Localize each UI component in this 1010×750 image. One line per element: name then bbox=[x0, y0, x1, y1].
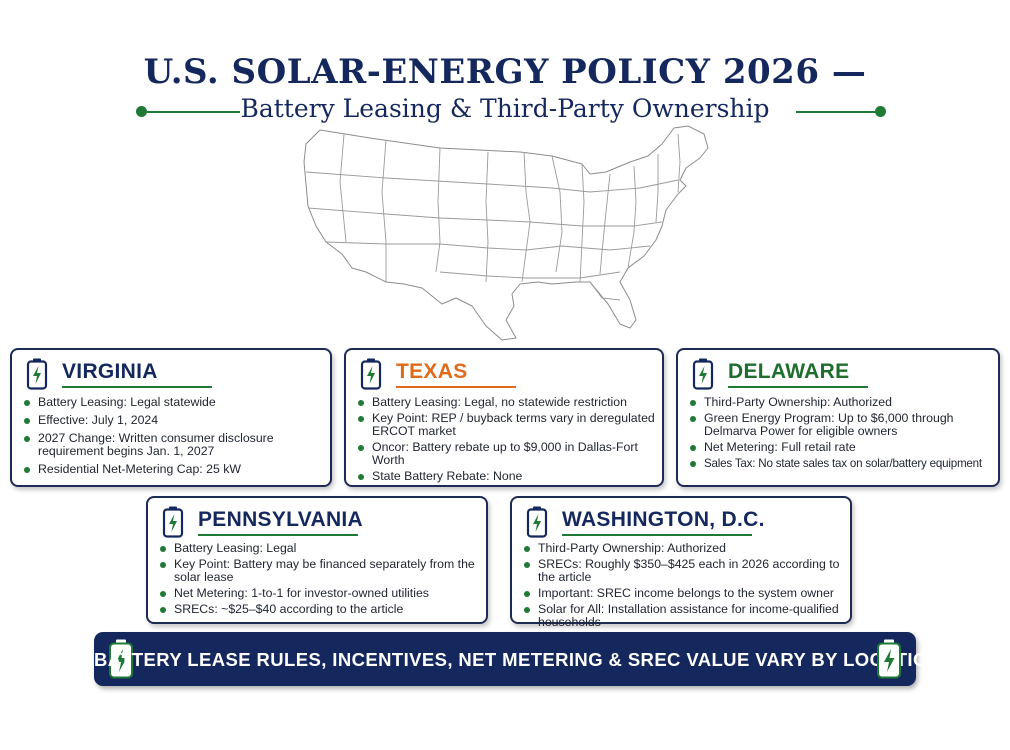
title-underline bbox=[562, 534, 752, 536]
list-item: Oncor: Battery rebate up to $9,000 in Da… bbox=[358, 441, 656, 467]
list-item: Effective: July 1, 2024 bbox=[24, 414, 324, 427]
title-underline bbox=[198, 534, 358, 536]
footer-text: BATTERY LEASE RULES, INCENTIVES, NET MET… bbox=[94, 649, 948, 670]
page-title: U.S. SOLAR-ENERGY POLICY 2026 — bbox=[143, 52, 867, 92]
card-title-pennsylvania: PENNSYLVANIA bbox=[198, 508, 364, 531]
subtitle-row: Battery Leasing & Third-Party Ownership bbox=[0, 94, 1010, 130]
list-item: Third-Party Ownership: Authorized bbox=[690, 396, 992, 409]
list-item: Net Metering: 1-to-1 for investor-owned … bbox=[160, 587, 480, 600]
battery-bolt-icon bbox=[692, 358, 714, 390]
battery-bolt-icon bbox=[360, 358, 382, 390]
rule-right bbox=[796, 111, 880, 113]
card-title-delaware: DELAWARE bbox=[728, 360, 850, 383]
list-item: SRECs: Roughly $350–$425 each in 2026 ac… bbox=[524, 558, 844, 584]
list-item: State Battery Rebate: None bbox=[358, 470, 656, 483]
list-item: Important: SREC income belongs to the sy… bbox=[524, 587, 844, 600]
battery-bolt-icon bbox=[526, 506, 548, 538]
state-card-pennsylvania: PENNSYLVANIA Battery Leasing: Legal Key … bbox=[146, 496, 488, 624]
list-item: 2027 Change: Written consumer disclosure… bbox=[24, 432, 324, 458]
list-item: Net Metering: Full retail rate bbox=[690, 441, 992, 454]
title-underline bbox=[62, 386, 212, 388]
us-map-icon bbox=[290, 122, 730, 344]
battery-bolt-icon bbox=[26, 358, 48, 390]
page-subtitle: Battery Leasing & Third-Party Ownership bbox=[240, 94, 770, 123]
card-title-texas: TEXAS bbox=[396, 360, 468, 383]
battery-bolt-icon bbox=[162, 506, 184, 538]
rule-dot-left bbox=[136, 106, 147, 117]
card-title-virginia: VIRGINIA bbox=[62, 360, 158, 383]
list-item: Solar for All: Installation assistance f… bbox=[524, 603, 844, 629]
state-card-delaware: DELAWARE Third-Party Ownership: Authoriz… bbox=[676, 348, 1000, 487]
footer-banner: BATTERY LEASE RULES, INCENTIVES, NET MET… bbox=[94, 632, 948, 686]
battery-bolt-icon bbox=[877, 639, 901, 679]
state-card-texas: TEXAS Battery Leasing: Legal, no statewi… bbox=[344, 348, 664, 487]
list-item: SRECs: ~$25–$40 according to the article bbox=[160, 603, 480, 616]
list-item: Battery Leasing: Legal, no statewide res… bbox=[358, 396, 656, 409]
state-card-virginia: VIRGINIA Battery Leasing: Legal statewid… bbox=[10, 348, 332, 487]
list-item: Third-Party Ownership: Authorized bbox=[524, 542, 844, 555]
rule-left bbox=[142, 111, 240, 113]
rule-dot-right bbox=[875, 106, 886, 117]
list-item: Green Energy Program: Up to $6,000 throu… bbox=[690, 412, 992, 438]
card-title-dc: WASHINGTON, D.C. bbox=[562, 508, 765, 531]
list-item: Residential Net-Metering Cap: 25 kW bbox=[24, 463, 324, 476]
list-item: Battery Leasing: Legal bbox=[160, 542, 480, 555]
list-item: Key Point: Battery may be financed separ… bbox=[160, 558, 480, 584]
list-item: Key Point: REP / buyback terms vary in d… bbox=[358, 412, 656, 438]
title-underline bbox=[728, 386, 868, 388]
battery-bolt-icon bbox=[109, 639, 133, 679]
state-card-dc: WASHINGTON, D.C. Third-Party Ownership: … bbox=[510, 496, 852, 629]
list-item: Battery Leasing: Legal statewide bbox=[24, 396, 324, 409]
list-item: Sales Tax: No state sales tax on solar/b… bbox=[690, 457, 992, 470]
title-underline bbox=[396, 386, 516, 388]
